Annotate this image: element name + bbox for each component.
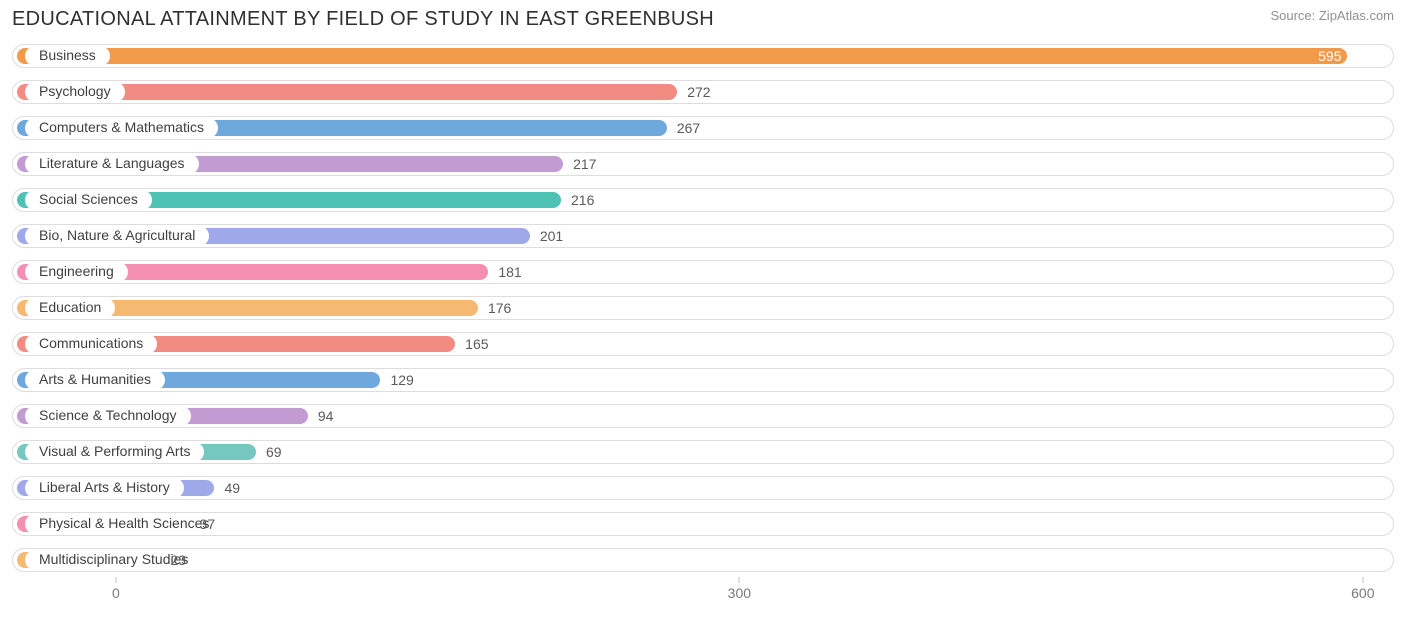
chart-row: Arts & Humanities 129 [12, 365, 1394, 395]
chart-row: Business 595 [12, 41, 1394, 71]
axis-tick-label: 300 [728, 585, 751, 601]
bar-label-pill: Liberal Arts & History [25, 478, 184, 498]
bar-label-pill: Visual & Performing Arts [25, 442, 204, 462]
bar-value: 165 [465, 336, 488, 352]
chart-row: Multidisciplinary Studies23 [12, 545, 1394, 575]
chart-title: EDUCATIONAL ATTAINMENT BY FIELD OF STUDY… [12, 8, 714, 31]
chart-row: Education 176 [12, 293, 1394, 323]
bar-value: 272 [687, 84, 710, 100]
bar-label-pill: Science & Technology [25, 406, 191, 426]
bar-value: 201 [540, 228, 563, 244]
bar-value: 181 [498, 264, 521, 280]
bar-track: Multidisciplinary Studies23 [12, 548, 1394, 572]
bar-value: 217 [573, 156, 596, 172]
bar-track: Education 176 [12, 296, 1394, 320]
chart-row: Visual & Performing Arts 69 [12, 437, 1394, 467]
bar-label-pill: Literature & Languages [25, 154, 199, 174]
bar-track: Arts & Humanities 129 [12, 368, 1394, 392]
chart-header: EDUCATIONAL ATTAINMENT BY FIELD OF STUDY… [12, 8, 1394, 31]
axis-tick-mark [1362, 577, 1363, 583]
bar-fill [17, 48, 1347, 64]
bar-label-pill: Social Sciences [25, 190, 152, 210]
bar-value: 37 [200, 516, 216, 532]
chart-row: Science & Technology 94 [12, 401, 1394, 431]
bar-label-pill: Engineering [25, 262, 128, 282]
axis-tick-label: 0 [112, 585, 120, 601]
bar-value: 23 [170, 552, 186, 568]
chart-row: Communications 165 [12, 329, 1394, 359]
bar-track: Visual & Performing Arts 69 [12, 440, 1394, 464]
bar-label-pill: Communications [25, 334, 157, 354]
chart-row: Psychology 272 [12, 77, 1394, 107]
chart-row: Physical & Health Sciences37 [12, 509, 1394, 539]
chart-row: Literature & Languages 217 [12, 149, 1394, 179]
chart-row: Bio, Nature & Agricultural 201 [12, 221, 1394, 251]
chart-row: Liberal Arts & History 49 [12, 473, 1394, 503]
bar-track: Communications 165 [12, 332, 1394, 356]
bar-chart: Business 595 Psychology 272 Computers & Math… [12, 41, 1394, 603]
bar-label-pill: Physical & Health Sciences [25, 514, 223, 534]
chart-source: Source: ZipAtlas.com [1270, 8, 1394, 23]
bar-label-pill: Business [25, 46, 110, 66]
bar-track: Engineering 181 [12, 260, 1394, 284]
bar-label-pill: Bio, Nature & Agricultural [25, 226, 209, 246]
bar-label-pill: Computers & Mathematics [25, 118, 218, 138]
axis-tick-label: 600 [1351, 585, 1374, 601]
bar-track: Computers & Mathematics 267 [12, 116, 1394, 140]
bar-track: Liberal Arts & History 49 [12, 476, 1394, 500]
bar-track: Business 595 [12, 44, 1394, 68]
bar-value: 69 [266, 444, 282, 460]
bar-track: Bio, Nature & Agricultural 201 [12, 224, 1394, 248]
bar-value: 176 [488, 300, 511, 316]
chart-row: Social Sciences 216 [12, 185, 1394, 215]
bar-track: Science & Technology 94 [12, 404, 1394, 428]
bar-value: 94 [318, 408, 334, 424]
bar-label-pill: Psychology [25, 82, 125, 102]
axis-tick-mark [115, 577, 116, 583]
bar-value: 595 [1318, 48, 1341, 64]
bar-track: Social Sciences 216 [12, 188, 1394, 212]
bar-track: Literature & Languages 217 [12, 152, 1394, 176]
bar-label-pill: Arts & Humanities [25, 370, 165, 390]
bar-value: 267 [677, 120, 700, 136]
bar-label-pill: Education [25, 298, 115, 318]
bar-track: Physical & Health Sciences37 [12, 512, 1394, 536]
bar-track: Psychology 272 [12, 80, 1394, 104]
bar-value: 216 [571, 192, 594, 208]
chart-row: Engineering 181 [12, 257, 1394, 287]
axis-tick-mark [739, 577, 740, 583]
bar-value: 49 [224, 480, 240, 496]
bar-value: 129 [390, 372, 413, 388]
x-axis: 0 300 600 [12, 581, 1394, 603]
chart-row: Computers & Mathematics 267 [12, 113, 1394, 143]
